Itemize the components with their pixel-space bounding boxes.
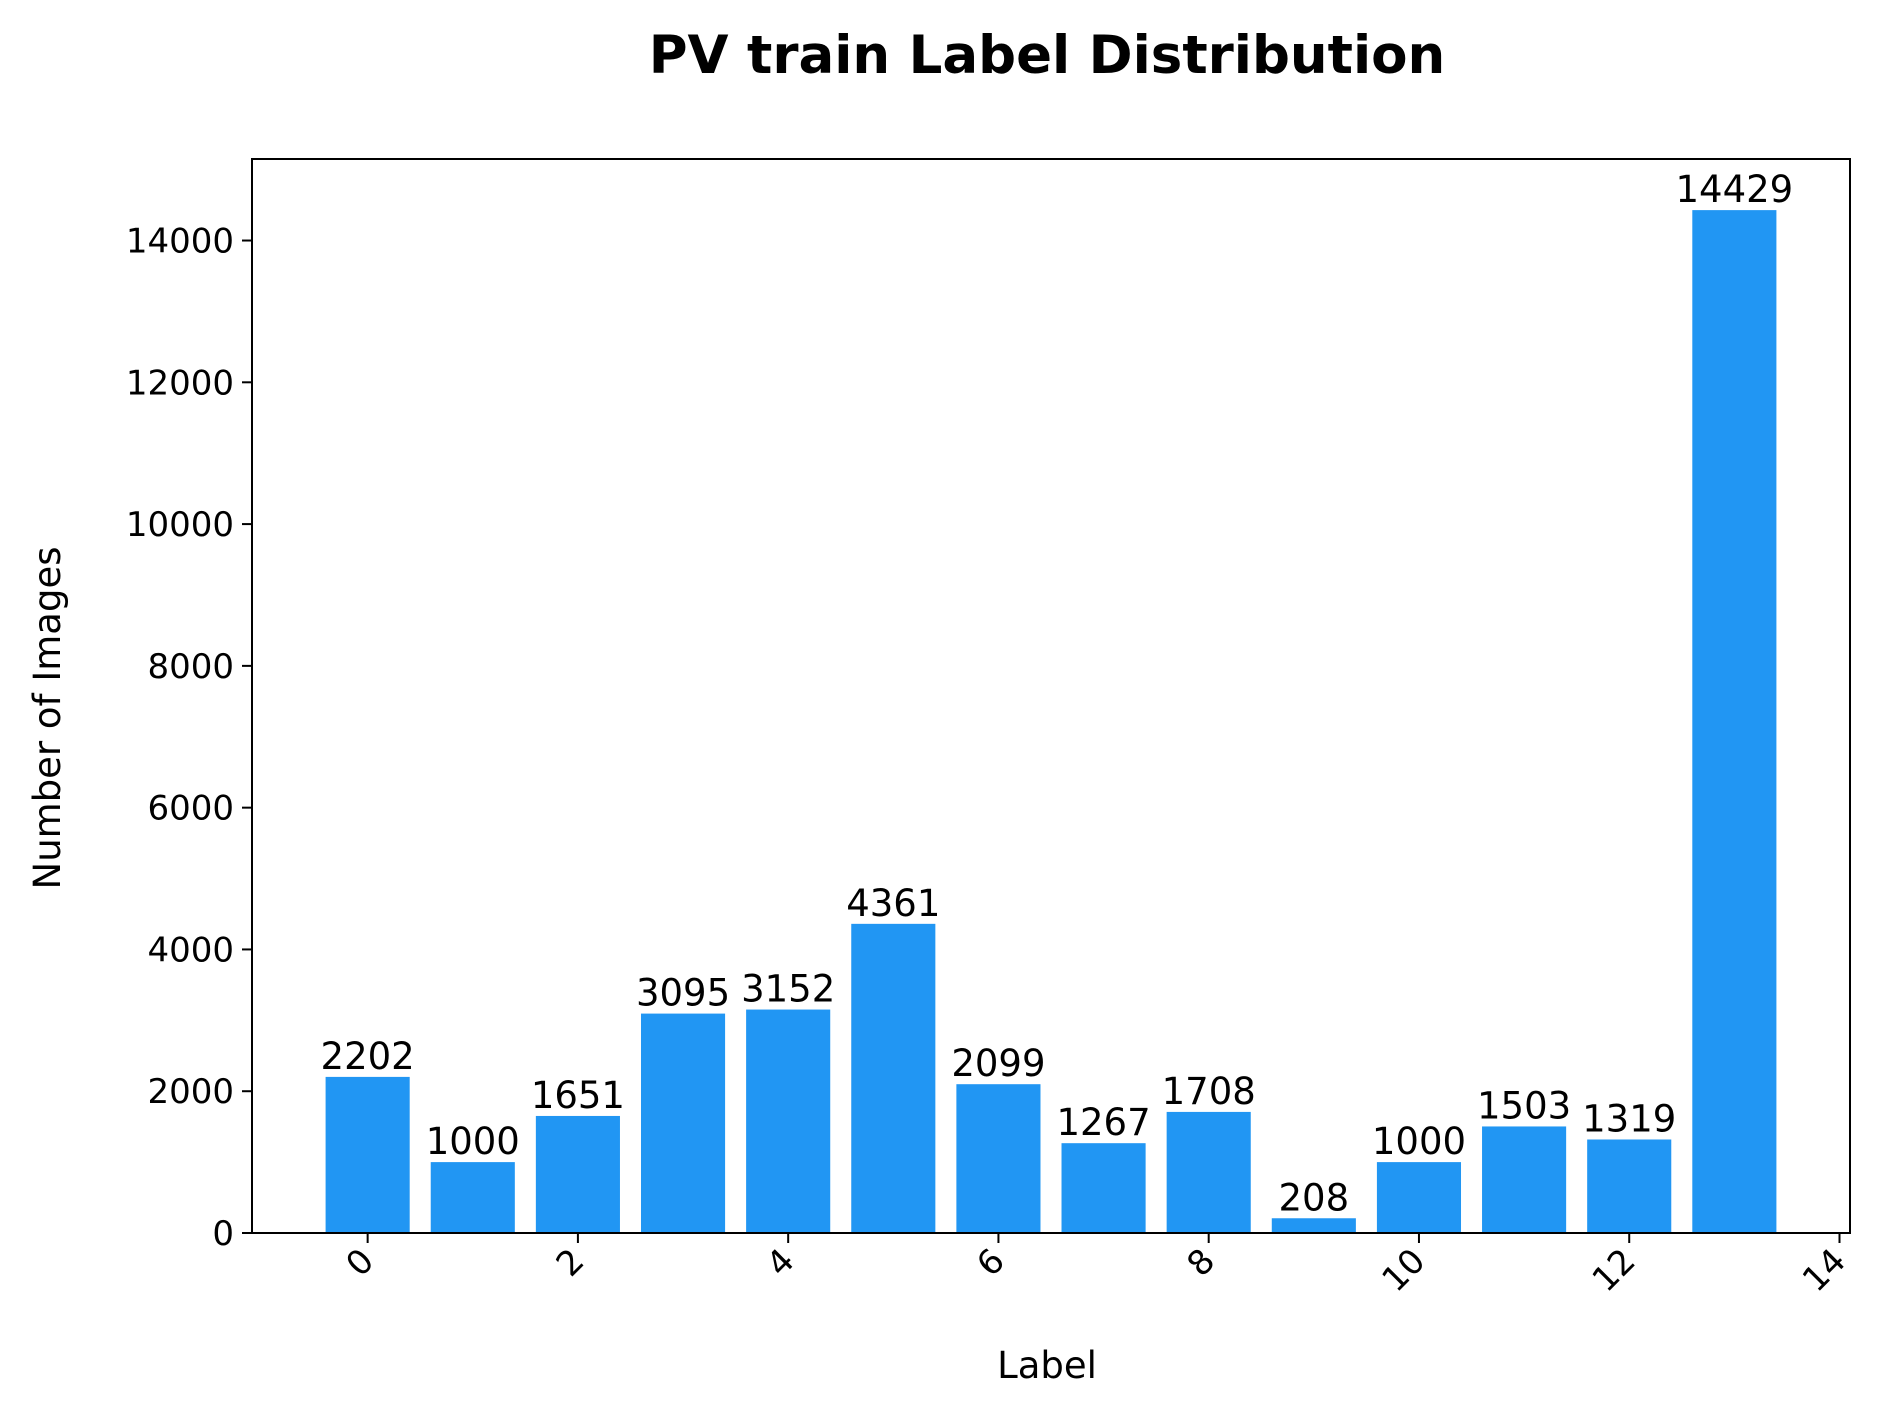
y-tick-label: 14000 xyxy=(126,222,234,262)
bar-label-3 xyxy=(640,1013,726,1233)
x-tick-label: 12 xyxy=(1585,1241,1644,1300)
y-tick-label: 2000 xyxy=(147,1072,234,1112)
bar-value-label-9: 208 xyxy=(1279,1176,1350,1219)
bar-label-10 xyxy=(1376,1162,1462,1233)
bar-value-label-13: 14429 xyxy=(1676,168,1794,211)
bar-label-0 xyxy=(325,1076,410,1233)
bar-value-label-5: 4361 xyxy=(846,882,940,925)
bar-label-4 xyxy=(746,1009,831,1233)
bar-value-label-1: 1000 xyxy=(426,1120,520,1163)
y-tick-label: 6000 xyxy=(147,789,234,829)
bar-value-label-10: 1000 xyxy=(1372,1120,1466,1163)
bar-value-label-4: 3152 xyxy=(741,968,835,1011)
bar-label-9 xyxy=(1271,1218,1356,1233)
bar-label-7 xyxy=(1061,1143,1146,1233)
bar-value-label-7: 1267 xyxy=(1056,1101,1150,1144)
bar-label-1 xyxy=(430,1162,515,1233)
bar-value-label-2: 1651 xyxy=(531,1074,625,1117)
bar-label-6 xyxy=(956,1084,1041,1233)
y-tick-label: 0 xyxy=(212,1214,234,1254)
x-tick-label: 10 xyxy=(1374,1241,1433,1300)
x-tick-label: 2 xyxy=(549,1241,593,1285)
y-tick-label: 10000 xyxy=(126,505,234,545)
bar-label-11 xyxy=(1482,1126,1567,1233)
chart-title: PV train Label Distribution xyxy=(649,25,1446,86)
x-tick-label: 6 xyxy=(969,1241,1013,1285)
bar-label-13 xyxy=(1692,210,1777,1233)
y-axis: 0 2000 4000 6000 8000 10000 12000 14000 xyxy=(126,222,252,1254)
bar-label-2 xyxy=(535,1115,620,1233)
bar-value-label-8: 1708 xyxy=(1162,1070,1256,1113)
y-tick-label: 8000 xyxy=(147,647,234,687)
y-tick-label: 4000 xyxy=(147,930,234,970)
bar-value-label-3: 3095 xyxy=(636,972,730,1015)
bar-value-label-6: 2099 xyxy=(951,1042,1045,1085)
x-tick-label: 14 xyxy=(1795,1241,1854,1300)
x-tick-label: 4 xyxy=(759,1241,803,1285)
x-tick-label: 0 xyxy=(338,1241,382,1285)
x-axis: 0 2 4 6 8 10 12 14 xyxy=(338,1233,1854,1300)
y-axis-label: Number of Images xyxy=(26,547,69,890)
x-tick-label: 8 xyxy=(1179,1241,1223,1285)
plot-area-frame xyxy=(251,158,1851,1234)
bar-value-label-12: 1319 xyxy=(1582,1097,1676,1140)
y-tick-label: 12000 xyxy=(126,363,234,403)
data-labels-group: 2202 1000 1651 3095 3152 4361 2099 1267 1708 208 1… xyxy=(321,168,1794,1219)
bar-label-8 xyxy=(1166,1111,1251,1233)
bar-label-5 xyxy=(851,923,936,1233)
bars-group xyxy=(325,210,1777,1233)
x-axis-label: Label xyxy=(997,1344,1097,1387)
bar-label-12 xyxy=(1587,1139,1672,1233)
bar-value-label-11: 1503 xyxy=(1477,1084,1571,1127)
bar-value-label-0: 2202 xyxy=(321,1035,415,1078)
